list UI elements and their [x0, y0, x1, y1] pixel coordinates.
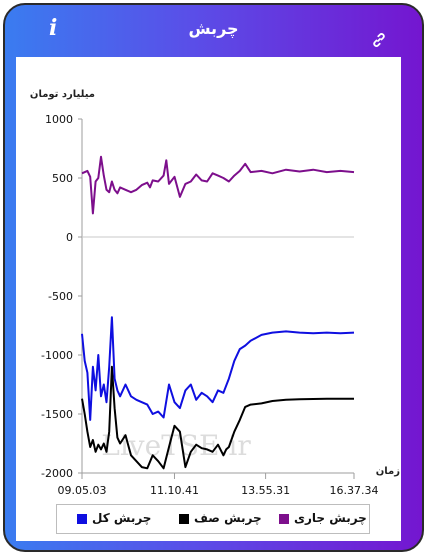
y-tick-label: -500	[48, 290, 73, 303]
link-icon[interactable]	[371, 32, 387, 48]
legend-swatch	[179, 514, 189, 524]
legend: چربش جاری چربش صف چربش کل	[56, 504, 370, 534]
chart-panel: میلیارد تومان زمان LiveTSE.ir 1000 500 0 -5…	[16, 57, 401, 541]
x-tick-label: 16.37.34	[330, 484, 379, 497]
series-total-line	[81, 316, 355, 421]
legend-item-current[interactable]: چربش جاری	[279, 511, 367, 527]
series-current-line	[81, 155, 355, 215]
header: i چربش	[5, 5, 422, 57]
y-tick-label: 0	[66, 231, 73, 244]
y-axis-label: میلیارد تومان	[30, 89, 95, 100]
y-tick-label: -2000	[41, 467, 73, 480]
x-tick-label: 11.10.41	[150, 484, 199, 497]
y-tick-label: 1000	[45, 113, 73, 126]
y-tick-label: -1000	[41, 349, 73, 362]
app-frame: i چربش میلیارد تومان زمان LiveTSE.ir 100…	[3, 3, 424, 552]
line-chart: میلیارد تومان زمان LiveTSE.ir 1000 500 0 -5…	[30, 89, 400, 497]
x-axis-label: زمان	[376, 466, 400, 477]
page-title: چربش	[188, 19, 239, 38]
legend-label: چربش کل	[92, 511, 152, 525]
legend-label: چربش صف	[194, 511, 262, 525]
legend-label: چربش جاری	[294, 511, 367, 525]
legend-swatch	[77, 514, 87, 524]
x-tick-label: 13.55.31	[241, 484, 290, 497]
x-tick-label: 09.05.03	[58, 484, 107, 497]
y-tick-label: -1500	[41, 408, 73, 421]
info-icon[interactable]: i	[49, 15, 58, 41]
legend-item-total[interactable]: چربش کل	[77, 511, 151, 527]
legend-item-queue[interactable]: چربش صف	[179, 511, 262, 527]
series-queue-line	[81, 365, 354, 470]
legend-swatch	[279, 514, 289, 524]
y-tick-label: 500	[52, 172, 73, 185]
watermark: LiveTSE.ir	[101, 429, 251, 462]
